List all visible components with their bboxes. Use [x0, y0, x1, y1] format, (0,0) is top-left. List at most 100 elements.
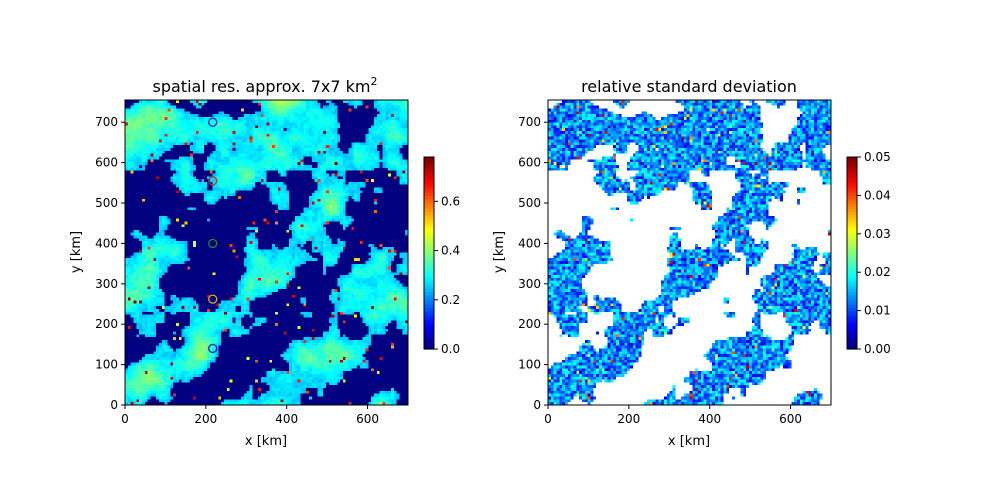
colorbar-swatch — [424, 169, 434, 174]
heatmap-2-ylabel: y [km] — [492, 231, 507, 273]
colorbar-swatch — [847, 285, 857, 289]
colorbar-swatch — [847, 208, 857, 212]
colorbar-swatch — [847, 336, 857, 340]
colorbar-swatch — [847, 246, 857, 251]
y-tick-label: 700 — [95, 115, 118, 129]
y-tick-label: 200 — [518, 317, 541, 331]
y-tick-label: 200 — [95, 317, 118, 331]
colorbar-swatch — [847, 272, 857, 276]
colorbar-swatch — [424, 326, 434, 331]
colorbar-swatch — [847, 301, 857, 305]
colorbar-swatch — [424, 317, 434, 321]
y-tick-label: 500 — [95, 196, 118, 210]
colorbar-swatch — [847, 237, 857, 241]
colorbar-swatch — [424, 182, 434, 187]
y-tick-label: 400 — [95, 236, 118, 250]
colorbar-swatch — [424, 166, 434, 171]
y-tick-label: 100 — [95, 358, 118, 372]
x-tick-label: 200 — [194, 412, 217, 426]
colorbar-swatch — [847, 189, 857, 193]
colorbar-swatch — [847, 221, 857, 225]
station-marker — [208, 238, 218, 249]
heatmap-2-frame — [547, 99, 832, 406]
y-tick-label: 0 — [110, 398, 118, 412]
colorbar-swatch — [847, 192, 857, 196]
y-tick-label: 300 — [95, 277, 118, 291]
colorbar-swatch — [424, 265, 434, 270]
colorbar-swatch — [847, 224, 857, 228]
colorbar-frame — [423, 156, 435, 350]
colorbar-swatch — [847, 307, 857, 312]
colorbar-swatch — [424, 269, 434, 273]
y-tick-label: 300 — [518, 277, 541, 291]
colorbar-swatch — [424, 329, 434, 334]
colorbar-swatch — [424, 285, 434, 289]
colorbar-swatch — [847, 182, 857, 187]
x-tick-label: 400 — [698, 412, 721, 426]
heatmap-2-x-ticks: 0 200 400 600 — [544, 405, 802, 426]
colorbar-swatch — [424, 205, 434, 209]
colorbar-tick-label: 0.00 — [864, 342, 891, 356]
colorbar-swatch — [424, 307, 434, 312]
colorbar-swatch — [424, 189, 434, 193]
colorbar-swatch — [424, 240, 434, 244]
colorbar-swatch — [847, 278, 857, 283]
colorbar-swatch — [847, 333, 857, 337]
heatmap-1-image — [125, 100, 408, 405]
colorbar-swatch — [424, 291, 434, 296]
colorbar-swatch — [424, 163, 434, 168]
colorbar-swatch — [847, 160, 857, 164]
colorbar-swatch — [847, 217, 857, 222]
colorbar-swatch — [847, 275, 857, 280]
colorbar-swatch — [424, 259, 434, 264]
heatmap-2-image — [548, 100, 831, 405]
colorbar-swatch — [424, 249, 434, 254]
colorbar-swatch — [847, 198, 857, 203]
colorbar-swatch — [424, 173, 434, 177]
colorbar-swatch — [847, 214, 857, 219]
station-marker — [208, 117, 218, 127]
heatmap-1-frame — [124, 99, 409, 406]
panel-2: relative standard deviation 0 200 400 600 0… — [492, 77, 891, 449]
colorbar-swatch — [424, 157, 434, 161]
colorbar-swatch — [424, 275, 434, 280]
colorbar-swatch — [847, 291, 857, 296]
colorbar-tick-label: 0.01 — [864, 304, 891, 318]
colorbar-swatch — [847, 269, 857, 273]
colorbar-swatch — [847, 317, 857, 321]
colorbar-1: 0.0 0.2 0.4 0.6 — [423, 156, 460, 356]
colorbar-swatch — [424, 185, 434, 190]
colorbar-swatch — [847, 173, 857, 177]
y-tick-label: 400 — [518, 236, 541, 250]
colorbar-swatch — [847, 201, 857, 206]
colorbar-swatch — [847, 179, 857, 184]
colorbar-swatch — [424, 192, 434, 196]
colorbar-swatch — [847, 304, 857, 308]
panel-1-title: spatial res. approx. 7x7 km2 — [153, 75, 378, 96]
colorbar-swatch — [847, 240, 857, 244]
colorbar-swatch — [847, 345, 857, 350]
x-tick-label: 0 — [121, 412, 129, 426]
colorbar-swatch — [847, 185, 857, 190]
colorbar-swatch — [847, 326, 857, 331]
colorbar-tick-label: 0.4 — [441, 244, 460, 258]
colorbar-swatch — [424, 253, 434, 257]
colorbar-swatch — [424, 313, 434, 318]
colorbar-tick-label: 0.6 — [441, 194, 460, 208]
colorbar-swatch — [424, 246, 434, 251]
colorbar-swatch — [424, 198, 434, 203]
heatmap-2-xlabel: x [km] — [668, 434, 710, 449]
y-tick-label: 0 — [533, 398, 541, 412]
colorbar-swatch — [847, 342, 857, 347]
x-tick-label: 600 — [356, 412, 379, 426]
colorbar-swatch — [847, 297, 857, 302]
colorbar-swatch — [424, 227, 434, 232]
colorbar-frame — [846, 156, 858, 350]
colorbar-swatch — [424, 294, 434, 299]
colorbar-swatch — [424, 201, 434, 206]
colorbar-swatch — [847, 195, 857, 200]
colorbar-swatch — [847, 227, 857, 232]
colorbar-swatch — [424, 310, 434, 315]
